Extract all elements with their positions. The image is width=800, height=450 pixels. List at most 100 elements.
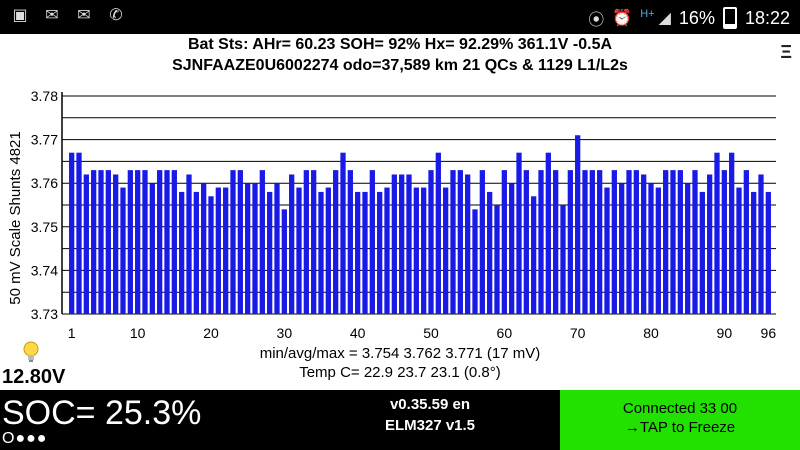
- cell-bar: [553, 170, 559, 314]
- page-indicator: O●●●: [2, 430, 48, 447]
- cell-bar: [113, 174, 119, 314]
- connection-panel[interactable]: Connected 33 00 →TAP to Freeze: [560, 390, 800, 450]
- cell-bar: [259, 170, 265, 314]
- cell-bar: [758, 174, 764, 314]
- cell-bar: [729, 152, 735, 314]
- gallery-icon: ▣: [12, 7, 28, 24]
- cell-bar: [743, 170, 749, 314]
- lightbulb-icon[interactable]: [20, 340, 42, 366]
- cell-bar: [340, 152, 346, 314]
- x-tick-label: 1: [68, 325, 76, 341]
- cell-bar: [545, 152, 551, 314]
- cell-bar: [127, 170, 133, 314]
- menu-button[interactable]: Ξ: [780, 42, 792, 62]
- cell-bar: [186, 174, 192, 314]
- cell-bar: [76, 152, 82, 314]
- cell-bar: [663, 170, 669, 314]
- battery-percent: 16%: [678, 7, 715, 28]
- x-tick-label: 90: [717, 325, 733, 341]
- cell-bar: [736, 187, 742, 314]
- cell-bar: [179, 191, 185, 314]
- cell-bar: [582, 170, 588, 314]
- cell-bar: [230, 170, 236, 314]
- x-tick-label: 96: [761, 325, 777, 341]
- hplus-signal-icon: H+: [640, 8, 655, 20]
- email-icon: ✉: [77, 7, 91, 24]
- cell-bar: [193, 191, 199, 314]
- cell-bar: [384, 187, 390, 314]
- adapter-version: ELM327 v1.5: [384, 417, 476, 434]
- cell-bar: [237, 170, 243, 314]
- cell-bar: [523, 170, 529, 314]
- cell-bar: [692, 170, 698, 314]
- y-tick-label: 3.75: [31, 219, 58, 235]
- y-tick-labels: 3.73 3.74 3.75 3.76 3.77 3.78: [31, 88, 58, 322]
- status-bar: ▣ ✉ ✉ ✆ ⦿ ⏰ H+ ◢ 16% 18:22: [0, 0, 800, 34]
- x-tick-labels: 1 10 20 30 40 50 60 70 80 90 96: [68, 325, 777, 341]
- y-tick-label: 3.76: [31, 175, 58, 191]
- battery-status-line: Bat Sts: AHr= 60.23 SOH= 92% Hx= 92.29% …: [187, 36, 613, 53]
- cell-bar: [655, 187, 661, 314]
- cell-bar: [274, 183, 280, 314]
- cell-bar: [105, 170, 111, 314]
- cell-bar: [223, 187, 229, 314]
- mail-icon: ✉: [45, 7, 59, 24]
- cell-bar: [369, 170, 375, 314]
- chart-bars: [69, 135, 771, 314]
- cell-bar: [648, 183, 654, 314]
- cell-bar: [575, 135, 581, 314]
- cell-min-avg-max: min/avg/max = 3.754 3.762 3.771 (17 mV): [259, 345, 541, 362]
- cell-bar: [443, 187, 449, 314]
- cell-bar: [281, 209, 287, 314]
- cell-bar: [289, 174, 295, 314]
- cell-bar: [318, 191, 324, 314]
- cell-bar: [91, 170, 97, 314]
- soc-value: SOC= 25.3%: [2, 394, 202, 432]
- status-right: ⦿ ⏰ H+ ◢ 16% 18:22: [588, 6, 790, 30]
- cell-bar: [765, 191, 771, 314]
- soc-panel[interactable]: SOC= 25.3% O●●●: [0, 390, 300, 450]
- cell-bar: [171, 170, 177, 314]
- version-panel: v0.35.59 en ELM327 v1.5: [300, 390, 560, 450]
- cell-bar: [721, 170, 727, 314]
- tap-to-freeze[interactable]: →TAP to Freeze: [624, 419, 736, 436]
- y-tick-label: 3.77: [31, 132, 58, 148]
- cell-bar: [487, 191, 493, 314]
- cell-bar: [201, 183, 207, 314]
- cell-bar: [267, 191, 273, 314]
- cell-bar: [135, 170, 141, 314]
- cell-voltage-chart[interactable]: 3.73 3.74 3.75 3.76 3.77 3.78 1 10 20 30 40 50 60 70…: [0, 78, 800, 344]
- cell-bar: [215, 187, 221, 314]
- cell-bar: [509, 183, 515, 314]
- cell-bar: [120, 187, 126, 314]
- cell-bar: [355, 191, 361, 314]
- cell-bar: [597, 170, 603, 314]
- connection-status: Connected 33 00: [622, 400, 738, 417]
- cell-bar: [252, 183, 258, 314]
- cell-bar: [751, 191, 757, 314]
- alarm-icon: ⏰: [612, 10, 633, 27]
- cell-bar: [362, 191, 368, 314]
- cell-bar: [413, 187, 419, 314]
- battery-icon: [722, 7, 737, 29]
- cell-bar: [303, 170, 309, 314]
- cell-bar: [435, 152, 441, 314]
- cell-bar: [149, 183, 155, 314]
- vehicle-info-line: SJNFAAZE0U6002274 odo=37,589 km 21 QCs &…: [172, 57, 628, 74]
- cell-bar: [619, 183, 625, 314]
- cell-bar: [164, 170, 170, 314]
- cell-bar: [714, 152, 720, 314]
- cell-bar: [472, 209, 478, 314]
- app-version: v0.35.59 en: [389, 396, 471, 413]
- cell-bar: [707, 174, 713, 314]
- cell-bar: [626, 170, 632, 314]
- cell-bar: [391, 174, 397, 314]
- cell-bar: [641, 174, 647, 314]
- temperature-readout: Temp C= 22.9 23.7 23.1 (0.8°): [299, 364, 501, 381]
- cell-bar: [428, 170, 434, 314]
- signal-icon: ◢: [658, 10, 671, 27]
- cell-bar: [538, 170, 544, 314]
- cell-bar: [98, 170, 104, 314]
- x-tick-label: 50: [423, 325, 439, 341]
- x-tick-label: 30: [277, 325, 293, 341]
